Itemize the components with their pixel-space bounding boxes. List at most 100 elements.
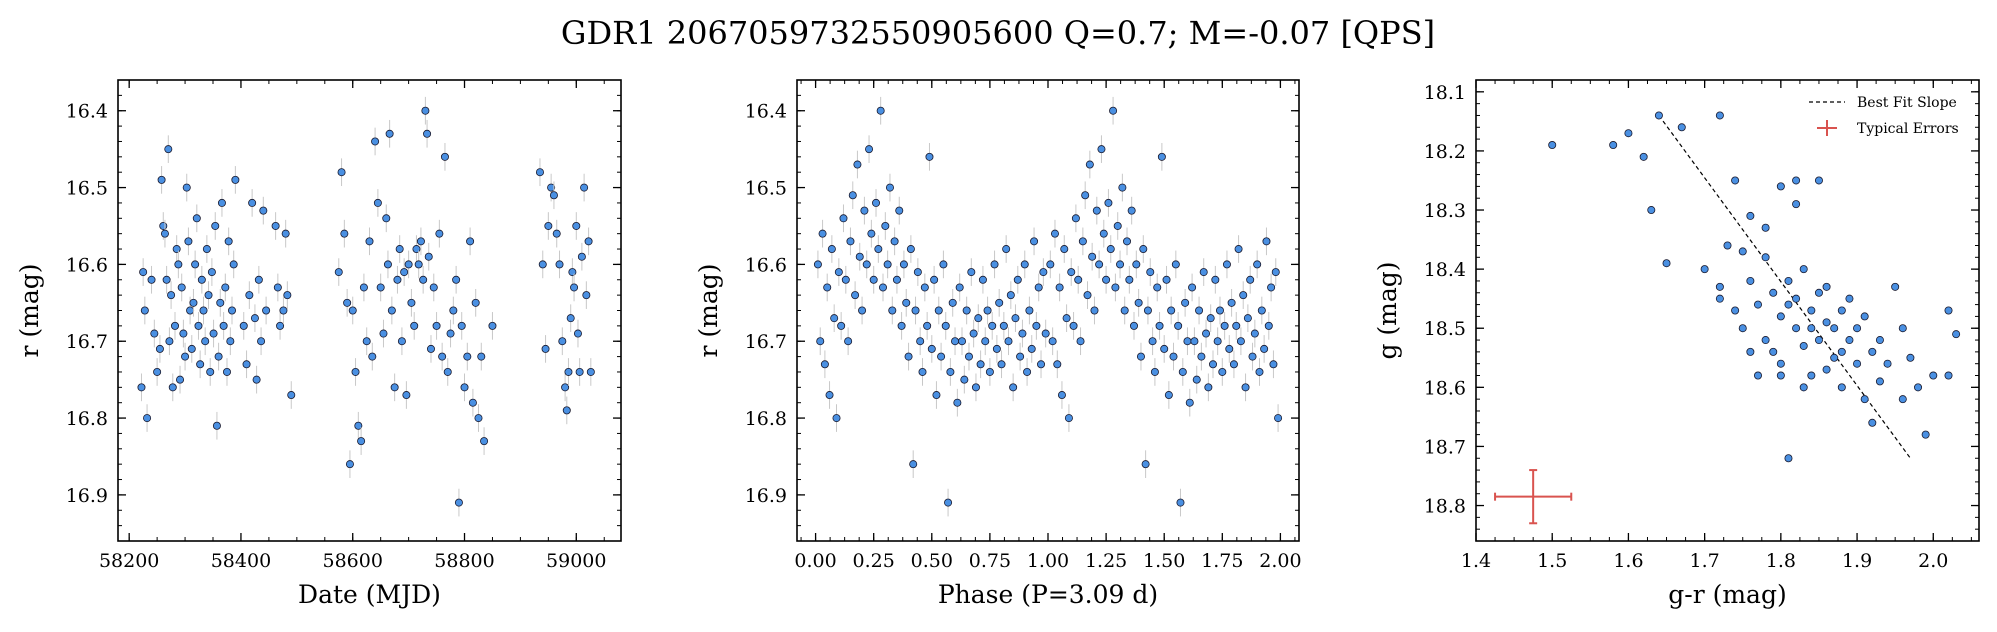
data-point — [1081, 191, 1090, 200]
data-point — [1169, 352, 1178, 361]
data-point — [925, 152, 934, 161]
data-point — [184, 237, 193, 246]
data-point — [343, 298, 352, 307]
data-point — [477, 352, 486, 361]
data-point — [1746, 211, 1755, 220]
x-tick-label: 1.00 — [1027, 550, 1069, 572]
data-point — [1215, 306, 1224, 315]
data-point — [906, 245, 915, 254]
data-point — [1738, 247, 1747, 256]
data-point — [1784, 276, 1793, 285]
data-point — [1677, 123, 1686, 132]
data-point — [211, 221, 220, 230]
x-axis-label: g-r (mag) — [1668, 580, 1786, 609]
data-point — [890, 237, 899, 246]
data-point — [1723, 241, 1732, 250]
data-point — [1039, 268, 1048, 277]
y-tick-label: 18.8 — [1424, 496, 1466, 518]
data-point — [168, 383, 177, 392]
data-point — [1753, 300, 1762, 309]
data-point — [387, 306, 396, 315]
y-tick-label: 18.1 — [1424, 82, 1466, 104]
data-point — [830, 314, 839, 323]
y-tick-label: 16.9 — [66, 485, 108, 507]
data-point — [1153, 283, 1162, 292]
data-point — [1206, 314, 1215, 323]
data-point — [271, 221, 280, 230]
data-point — [1027, 344, 1036, 353]
data-point — [410, 321, 419, 330]
data-point — [939, 260, 948, 269]
data-point — [1807, 324, 1816, 333]
data-point — [1814, 176, 1823, 185]
data-point — [1776, 359, 1785, 368]
axes-frame — [1475, 79, 1980, 542]
data-point — [1799, 265, 1808, 274]
typical-error-marker — [1494, 469, 1573, 525]
data-point — [1875, 377, 1884, 386]
data-point — [990, 260, 999, 269]
data-point — [1099, 229, 1108, 238]
data-point — [997, 360, 1006, 369]
data-point — [471, 298, 480, 307]
y-tick-label: 18.7 — [1424, 436, 1466, 458]
data-point — [209, 329, 218, 338]
x-tick-label: 58200 — [99, 550, 159, 572]
x-axis-label: Phase (P=3.09 d) — [938, 580, 1158, 609]
data-point — [1067, 268, 1076, 277]
best-fit-line — [1658, 115, 1911, 459]
data-point — [1037, 360, 1046, 369]
data-point — [279, 306, 288, 315]
data-point — [885, 183, 894, 192]
data-point — [440, 152, 449, 161]
data-point — [1792, 176, 1801, 185]
data-point — [930, 275, 939, 284]
data-point — [913, 268, 922, 277]
data-point — [197, 275, 206, 284]
data-point — [1023, 367, 1032, 376]
data-point — [1845, 294, 1854, 303]
data-point — [934, 306, 943, 315]
data-point — [1048, 337, 1057, 346]
data-point — [923, 321, 932, 330]
data-point — [899, 260, 908, 269]
data-point — [1239, 291, 1248, 300]
data-point — [1253, 260, 1262, 269]
data-point — [1078, 237, 1087, 246]
x-tick-label: 1.7 — [1690, 550, 1720, 572]
data-point — [221, 283, 230, 292]
data-point — [1799, 341, 1808, 350]
data-point — [1053, 360, 1062, 369]
data-point — [1715, 282, 1724, 291]
data-point — [568, 268, 577, 277]
y-tick-label: 18.5 — [1424, 318, 1466, 340]
data-point — [449, 306, 458, 315]
data-point — [224, 237, 233, 246]
data-point — [1274, 414, 1283, 423]
y-tick-label: 16.6 — [745, 254, 787, 276]
plot-area — [813, 96, 1283, 517]
data-point — [1746, 276, 1755, 285]
data-point — [895, 206, 904, 215]
data-point — [841, 275, 850, 284]
data-point — [918, 367, 927, 376]
data-point — [368, 352, 377, 361]
data-point — [1018, 329, 1027, 338]
data-point — [1898, 324, 1907, 333]
data-point — [457, 321, 466, 330]
data-point — [1883, 359, 1892, 368]
data-point — [1060, 245, 1069, 254]
data-point — [816, 337, 825, 346]
data-point — [1202, 329, 1211, 338]
ticks: 1.4 1.5 1.6 1.7 1.8 1.9 2.0 18.1 18.2 18.3 18.4 18.… — [1424, 79, 1979, 572]
data-point — [974, 314, 983, 323]
data-point — [281, 229, 290, 238]
data-point — [1229, 360, 1238, 369]
data-point — [555, 260, 564, 269]
data-point — [365, 237, 374, 246]
data-point — [1157, 152, 1166, 161]
panel-lightcurve-mjd: 58200 58400 58600 58800 59000 16.4 16.5 16.6 16.… — [15, 79, 622, 609]
data-point — [393, 275, 402, 284]
data-point — [1178, 367, 1187, 376]
data-point — [978, 275, 987, 284]
